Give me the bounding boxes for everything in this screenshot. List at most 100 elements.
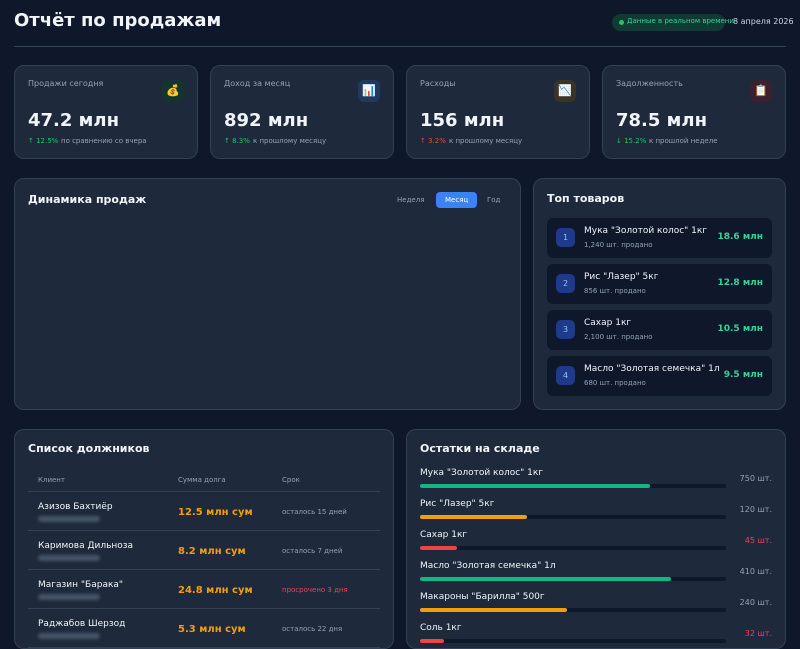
column-header: Клиент — [38, 476, 65, 484]
debtor-name: Магазин "Барака" — [38, 580, 124, 590]
stock-qty: 120 шт. — [739, 505, 772, 514]
product-sold: 856 шт. продано — [584, 287, 646, 295]
kpi-label: Расходы — [420, 79, 456, 88]
product-sold: 680 шт. продано — [584, 379, 646, 387]
kpi-value: 156 млн — [420, 110, 505, 131]
debt-amount: 24.8 млн сум — [178, 585, 253, 596]
debt-term: осталось 7 дней — [282, 547, 343, 555]
kpi-change: ↑ 12.5% — [28, 137, 59, 145]
date: 8 апреля 2026 — [733, 17, 794, 26]
kpi-change: ↑ 3.2% — [420, 137, 446, 145]
debt-term: просрочено 3 дня — [282, 586, 348, 594]
stock-name: Масло "Золотая семечка" 1л — [420, 561, 556, 571]
stock-track — [420, 546, 726, 550]
header-line — [28, 491, 380, 492]
stock-bar — [420, 546, 457, 550]
debtor-name: Раджабов Шерзод — [38, 619, 126, 629]
row-line — [28, 530, 380, 531]
debtor-contact — [38, 633, 100, 639]
product-rank: 2 — [556, 274, 575, 293]
product-amount: 18.6 млн — [717, 232, 763, 242]
stock-name: Сахар 1кг — [420, 530, 468, 540]
product-sold: 2,100 шт. продано — [584, 333, 653, 341]
kpi-icon: 💰 — [162, 80, 184, 102]
live-badge-text: Данные в реальном времени — [627, 17, 734, 25]
stock-track — [420, 639, 726, 643]
kpi-icon: 📋 — [750, 80, 772, 102]
stock-title: Остатки на складе — [420, 442, 540, 455]
debt-amount: 8.2 млн сум — [178, 546, 246, 557]
stock-qty: 45 шт. — [744, 536, 772, 545]
product-sold: 1,240 шт. продано — [584, 241, 653, 249]
kpi-value: 892 млн — [224, 110, 309, 131]
product-amount: 10.5 млн — [717, 324, 763, 334]
stock-name: Макароны "Барилла" 500г — [420, 592, 545, 602]
debt-amount: 5.3 млн сум — [178, 624, 246, 635]
kpi-value: 47.2 млн — [28, 110, 120, 131]
row-line — [28, 569, 380, 570]
stock-bar — [420, 577, 671, 581]
live-badge — [612, 14, 725, 31]
kpi-change-note: к прошлой неделе — [649, 137, 718, 145]
stock-name: Рис "Лазер" 5кг — [420, 499, 495, 509]
kpi-label: Задолженность — [616, 79, 683, 88]
debtor-name: Каримова Дильноза — [38, 541, 134, 551]
kpi-label: Продажи сегодня — [28, 79, 104, 88]
debtor-contact — [38, 555, 100, 561]
kpi-icon: 📉 — [554, 80, 576, 102]
product-amount: 12.8 млн — [717, 278, 763, 288]
period-tab[interactable]: Месяц — [436, 192, 478, 208]
page-title: Отчёт по продажам — [14, 10, 222, 31]
product-item — [547, 264, 772, 304]
stock-bar — [420, 608, 567, 612]
live-dot — [619, 20, 624, 25]
sales-chart-title: Динамика продаж — [28, 193, 147, 206]
product-name: Масло "Золотая семечка" 1л — [584, 364, 720, 374]
stock-track — [420, 515, 726, 519]
debt-amount: 12.5 млн сум — [178, 507, 253, 518]
kpi-value: 78.5 млн — [616, 110, 708, 131]
product-amount: 9.5 млн — [723, 370, 763, 380]
debtors-panel — [14, 429, 394, 649]
kpi-change-note: к прошлому месяцу — [449, 137, 523, 145]
period-tab[interactable]: Неделя — [397, 196, 425, 204]
row-line — [28, 608, 380, 609]
sales-chart-panel — [14, 178, 521, 410]
debtor-contact — [38, 516, 100, 522]
period-tab[interactable]: Год — [487, 196, 501, 204]
stock-bar — [420, 484, 650, 488]
stock-bar — [420, 639, 445, 643]
stock-track — [420, 608, 726, 612]
kpi-icon: 📊 — [358, 80, 380, 102]
kpi-card — [210, 65, 394, 159]
dashboard: Отчёт по продажам Данные в реальном време… — [14, 10, 794, 649]
stock-bar — [420, 515, 528, 519]
product-rank: 3 — [556, 320, 575, 339]
kpi-change: ↓ 15.2% — [616, 137, 647, 145]
stock-panel — [406, 429, 786, 649]
debt-term: осталось 15 дней — [282, 508, 347, 516]
product-item — [547, 356, 772, 396]
product-name: Мука "Золотой колос" 1кг — [584, 226, 708, 236]
product-name: Сахар 1кг — [584, 318, 632, 328]
product-name: Рис "Лазер" 5кг — [584, 272, 659, 282]
debtors-title: Список должников — [28, 442, 150, 455]
stock-qty: 240 шт. — [739, 598, 772, 607]
top-products-title: Топ товаров — [547, 192, 625, 205]
column-header: Срок — [282, 476, 300, 484]
stock-qty: 750 шт. — [739, 474, 772, 483]
stock-name: Мука "Золотой колос" 1кг — [420, 468, 544, 478]
column-header: Сумма долга — [178, 476, 226, 484]
debtor-name: Азизов Бахтиёр — [38, 502, 113, 512]
product-item — [547, 218, 772, 258]
debt-term: осталось 22 дня — [282, 625, 343, 633]
stock-qty: 32 шт. — [744, 629, 772, 638]
divider — [14, 46, 786, 47]
stock-name: Соль 1кг — [420, 623, 462, 633]
row-line — [28, 647, 380, 648]
product-rank: 4 — [556, 366, 575, 385]
product-rank: 1 — [556, 228, 575, 247]
kpi-label: Доход за месяц — [224, 79, 291, 88]
kpi-change: ↑ 8.3% — [224, 137, 250, 145]
kpi-change-note: к прошлому месяцу — [253, 137, 327, 145]
